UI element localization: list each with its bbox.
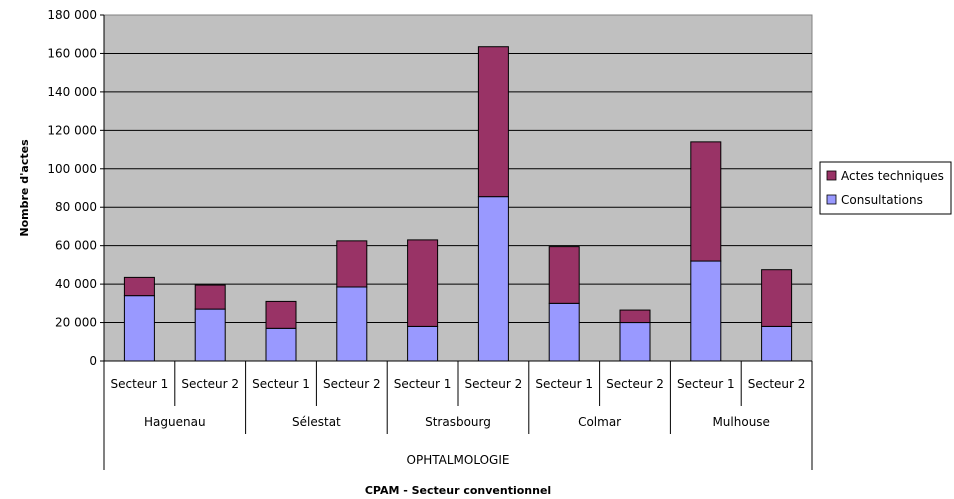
y-tick-label: 40 000 <box>55 277 97 291</box>
bar-actes-techniques <box>123 276 155 297</box>
bar-consultations <box>265 327 297 362</box>
x-group-label: Colmar <box>578 415 621 429</box>
y-tick-label: 80 000 <box>55 200 97 214</box>
bar-actes-techniques <box>761 269 793 327</box>
x-group-label: Strasbourg <box>425 415 491 429</box>
bar-consultations <box>123 295 155 362</box>
bar-consultations <box>548 302 580 362</box>
bar-actes-techniques <box>265 300 297 329</box>
y-axis: 0 20 000 40 000 60 000 80 000 100 000 120 000 1… <box>47 8 105 368</box>
x-category-label: Secteur 2 <box>606 377 664 391</box>
bar-actes-techniques <box>619 309 651 324</box>
x-axis: Secteur 1 Secteur 2 Secteur 1 Secteur 2 Sect… <box>103 360 813 470</box>
x-category-label: Secteur 2 <box>323 377 381 391</box>
bar-actes-techniques <box>548 246 580 304</box>
y-tick-label: 120 000 <box>47 123 97 137</box>
legend-box <box>819 161 952 215</box>
y-tick-label: 140 000 <box>47 85 97 99</box>
bar-actes-techniques <box>690 141 722 262</box>
bar-actes-techniques <box>407 239 439 327</box>
legend-swatch-actes-techniques <box>826 170 837 181</box>
y-axis-title: Nombre d'actes <box>18 139 31 237</box>
x-group-label: Sélestat <box>292 415 341 429</box>
x-category-label: Secteur 2 <box>748 377 806 391</box>
y-tick-label: 0 <box>89 354 97 368</box>
y-tick-label: 60 000 <box>55 239 97 253</box>
legend-label-actes-techniques: Actes techniques <box>841 169 944 183</box>
bar-actes-techniques <box>336 240 368 288</box>
y-tick-label: 160 000 <box>47 46 97 60</box>
legend: Actes techniques Consultations <box>819 161 952 215</box>
bar-consultations <box>477 196 509 362</box>
bar-actes-techniques <box>477 46 509 198</box>
bar-consultations <box>761 325 793 362</box>
x-category-label: Secteur 1 <box>677 377 735 391</box>
x-group-label: Haguenau <box>144 415 206 429</box>
bar-consultations <box>619 322 651 362</box>
x-category-label: Secteur 2 <box>465 377 523 391</box>
legend-swatch-consultations <box>826 194 837 205</box>
x-supergroup-label: OPHTALMOLOGIE <box>407 453 510 467</box>
bar-consultations <box>194 308 226 362</box>
x-category-label: Secteur 1 <box>111 377 169 391</box>
bar-consultations <box>407 325 439 362</box>
x-axis-title: CPAM - Secteur conventionnel <box>365 484 551 497</box>
x-category-label: Secteur 2 <box>181 377 239 391</box>
x-group-label: Mulhouse <box>712 415 769 429</box>
y-tick-label: 100 000 <box>47 162 97 176</box>
bar-consultations <box>336 286 368 362</box>
bars <box>123 46 793 362</box>
legend-label-consultations: Consultations <box>841 193 923 207</box>
bar-actes-techniques <box>194 284 226 310</box>
bar-consultations <box>690 260 722 362</box>
x-category-label: Secteur 1 <box>252 377 310 391</box>
y-tick-label: 180 000 <box>47 8 97 22</box>
y-tick-label: 20 000 <box>55 316 97 330</box>
x-category-label: Secteur 1 <box>535 377 593 391</box>
x-category-label: Secteur 1 <box>394 377 452 391</box>
